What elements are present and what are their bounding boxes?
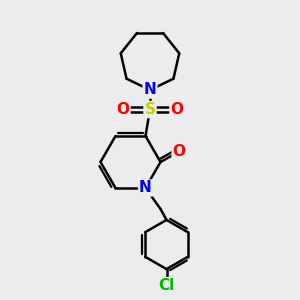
Text: O: O: [172, 144, 186, 159]
Text: O: O: [116, 102, 130, 117]
Text: Cl: Cl: [158, 278, 175, 293]
Text: N: N: [144, 82, 156, 98]
Text: S: S: [145, 102, 155, 117]
Text: N: N: [139, 181, 152, 196]
Text: O: O: [170, 102, 184, 117]
